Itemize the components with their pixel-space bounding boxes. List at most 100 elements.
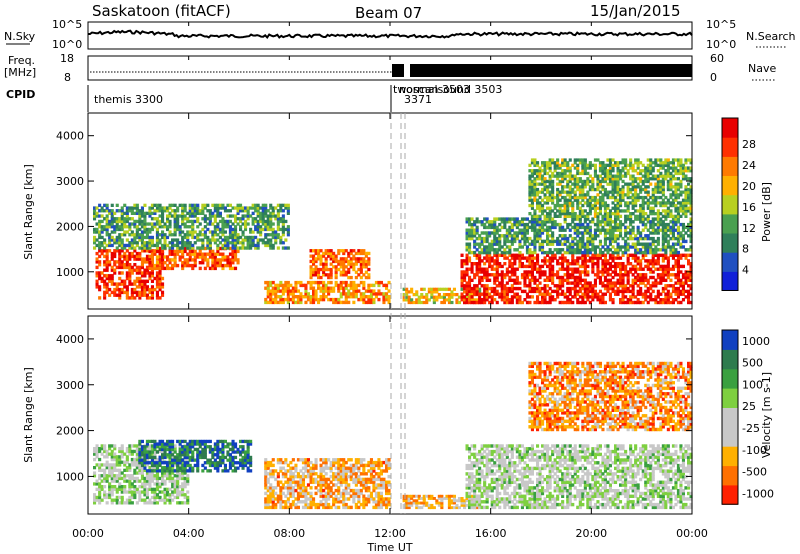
heatmap-cell <box>611 206 615 210</box>
heatmap-cell <box>621 190 625 194</box>
heatmap-cell <box>661 203 665 208</box>
heatmap-cell <box>530 275 534 280</box>
heatmap-cell <box>656 259 660 263</box>
heatmap-cell <box>624 239 628 244</box>
heatmap-cell <box>576 300 580 305</box>
heatmap-cell <box>284 219 288 224</box>
heatmap-cell <box>614 177 618 181</box>
heatmap-cell <box>334 300 338 305</box>
heatmap-cell <box>513 234 517 238</box>
heatmap-cell <box>128 474 132 478</box>
heatmap-cell <box>153 217 157 221</box>
heatmap-cell <box>95 211 99 215</box>
heatmap-cell <box>143 268 147 272</box>
heatmap-cell <box>352 257 356 261</box>
heatmap-cell <box>608 234 612 238</box>
heatmap-cell <box>503 298 507 302</box>
heatmap-cell <box>583 267 587 271</box>
heatmap-cell <box>551 161 555 165</box>
heatmap-cell <box>548 209 552 213</box>
heatmap-cell <box>666 187 670 192</box>
heatmap-cell <box>143 241 147 245</box>
heatmap-cell <box>168 233 172 237</box>
heatmap-cell <box>171 241 175 245</box>
heatmap-cell <box>286 280 290 285</box>
heatmap-cell <box>110 222 114 226</box>
heatmap-cell <box>619 275 623 280</box>
heatmap-cell <box>158 296 162 300</box>
heatmap-cell <box>631 163 635 167</box>
heatmap-cell <box>576 187 580 192</box>
heatmap-cell <box>603 163 607 167</box>
heatmap-cell <box>269 214 273 218</box>
heatmap-cell <box>133 444 137 448</box>
heatmap-cell <box>684 158 688 162</box>
heatmap-cell <box>186 241 190 245</box>
heatmap-cell <box>621 236 625 241</box>
heatmap-cell <box>138 493 142 497</box>
heatmap-cell <box>518 295 522 299</box>
heatmap-cell <box>206 238 210 242</box>
heatmap-cell <box>485 245 489 249</box>
heatmap-cell <box>614 236 618 241</box>
heatmap-cell <box>289 297 293 302</box>
heatmap-cell <box>138 485 142 489</box>
heatmap-cell <box>105 263 109 267</box>
heatmap-cell <box>98 490 102 494</box>
heatmap-cell <box>128 468 132 472</box>
heatmap-cell <box>573 250 577 255</box>
heatmap-cell <box>223 209 227 213</box>
heatmap-cell <box>276 295 280 299</box>
heatmap-cell <box>568 177 572 181</box>
heatmap-cell <box>475 256 479 260</box>
heatmap-cell <box>656 201 660 205</box>
heatmap-cell <box>138 495 142 500</box>
heatmap-cell <box>312 300 316 305</box>
heatmap-cell <box>666 201 670 205</box>
heatmap-cell <box>251 243 255 248</box>
heatmap-cell <box>118 474 122 478</box>
heatmap-cell <box>536 270 540 274</box>
heatmap-cell <box>530 270 534 274</box>
heatmap-cell <box>679 289 683 294</box>
heatmap-cell <box>661 289 665 294</box>
heatmap-cell <box>528 195 532 200</box>
heatmap-cell <box>626 203 630 208</box>
heatmap-cell <box>619 169 623 173</box>
heatmap-cell <box>108 487 112 491</box>
heatmap-cell <box>624 231 628 235</box>
heatmap-cell <box>332 297 336 302</box>
heatmap-cell <box>286 233 290 237</box>
heatmap-cell <box>103 468 107 472</box>
heatmap-cell <box>588 286 592 291</box>
heatmap-cell <box>98 287 102 292</box>
heatmap-cell <box>661 185 665 189</box>
heatmap-cell <box>588 203 592 208</box>
heatmap-cell <box>271 297 275 302</box>
heatmap-cell <box>178 241 182 245</box>
heatmap-cell <box>651 222 655 227</box>
heatmap-cell <box>140 482 144 486</box>
heatmap-cell <box>324 265 328 269</box>
heatmap-cell <box>271 243 275 248</box>
heatmap-cell <box>520 273 524 277</box>
heatmap-cell <box>598 231 602 235</box>
heatmap-cell <box>166 263 170 268</box>
heatmap-cell <box>188 258 192 262</box>
heatmap-cell <box>598 185 602 189</box>
heatmap-cell <box>684 281 688 285</box>
heatmap-cell <box>161 266 165 271</box>
heatmap-cell <box>679 171 683 176</box>
heatmap-cell <box>178 203 182 207</box>
heatmap-cell <box>558 182 562 186</box>
heatmap-cell <box>158 263 162 267</box>
heatmap-cell <box>208 238 212 242</box>
heatmap-cell <box>634 169 638 173</box>
heatmap-cell <box>614 182 618 186</box>
heatmap-cell <box>135 457 139 462</box>
heatmap-cell <box>362 300 366 305</box>
heatmap-cell <box>591 289 595 294</box>
heatmap-cell <box>158 209 162 213</box>
heatmap-cell <box>676 225 680 230</box>
heatmap-cell <box>173 243 177 248</box>
